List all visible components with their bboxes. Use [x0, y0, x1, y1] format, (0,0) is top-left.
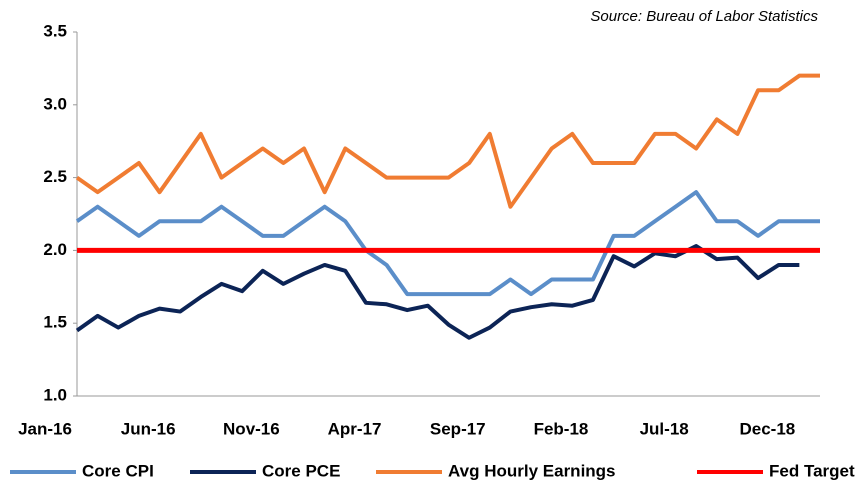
legend-label: Core PCE: [262, 461, 340, 480]
y-tick-label: 1.5: [43, 313, 67, 332]
series-line: [75, 73, 820, 209]
source-note: Source: Bureau of Labor Statistics: [590, 8, 818, 25]
y-tick-label: 1.0: [43, 385, 67, 404]
series-line: [75, 244, 800, 340]
legend-label: Avg Hourly Earnings: [448, 461, 616, 480]
x-tick-label: Jul-18: [640, 419, 689, 438]
y-tick-label: 2.5: [43, 167, 67, 186]
x-tick-label: Apr-17: [328, 419, 382, 438]
y-tick-label: 3.0: [43, 94, 67, 113]
y-tick-label: 3.5: [43, 21, 67, 40]
x-tick-label: Jun-16: [121, 419, 176, 438]
legend-label: Core CPI: [82, 461, 154, 480]
x-tick-label: Feb-18: [534, 419, 589, 438]
x-tick-label: Nov-16: [223, 419, 280, 438]
series-line: [75, 190, 820, 297]
x-tick-label: Dec-18: [739, 419, 795, 438]
legend-label: Fed Target: [769, 461, 855, 480]
x-tick-label: Sep-17: [430, 419, 486, 438]
y-tick-label: 2.0: [43, 240, 67, 259]
x-tick-label: Jan-16: [18, 419, 72, 438]
